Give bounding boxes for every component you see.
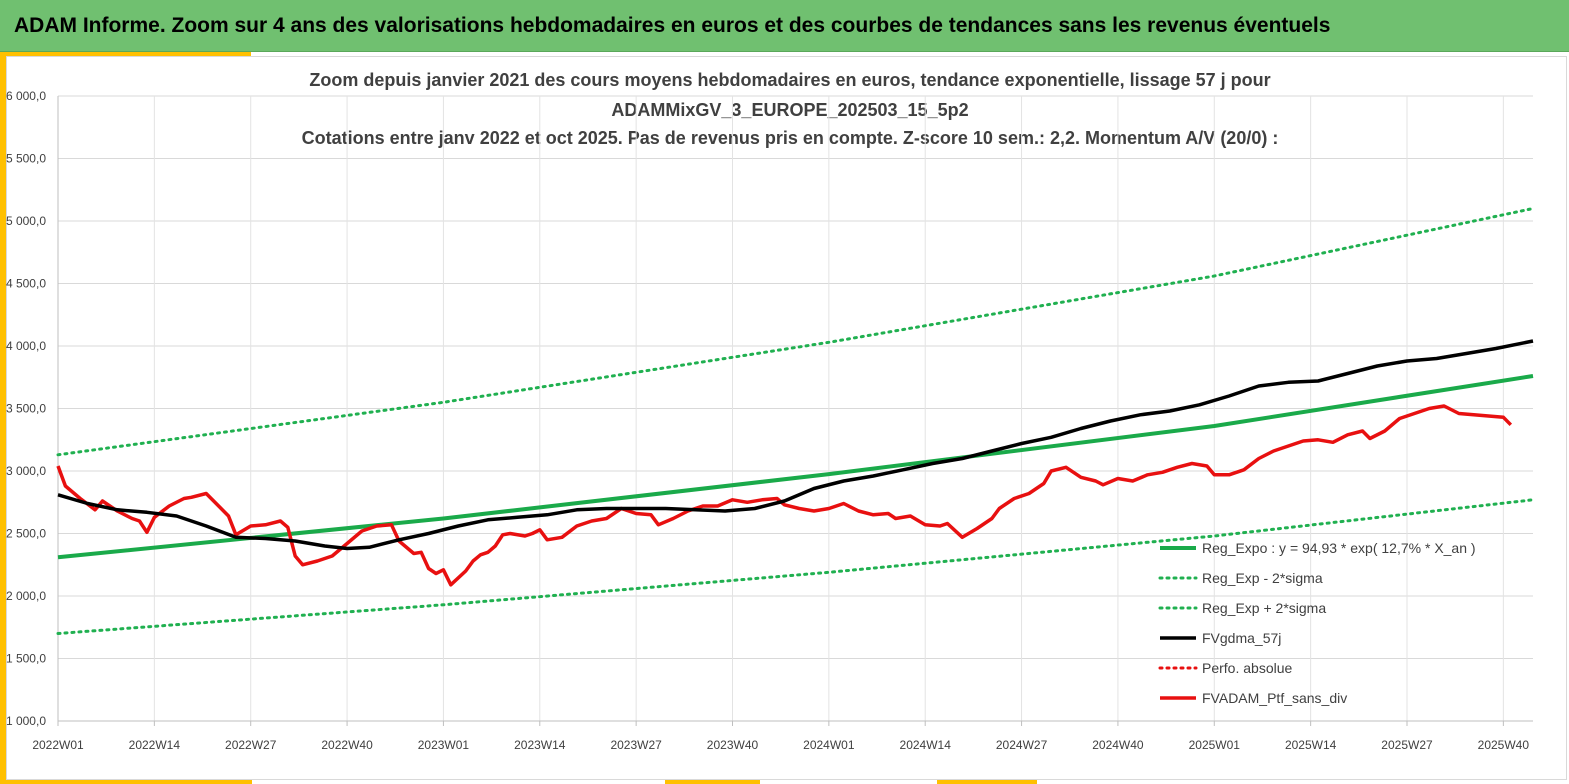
y-tick-label: 6 000,0 — [6, 89, 46, 103]
x-tick-label: 2023W01 — [418, 738, 470, 752]
series-line-1 — [57, 374, 1534, 560]
series-line-6 — [56, 404, 1513, 587]
x-tick-label: 2022W01 — [32, 738, 84, 752]
series-lines — [56, 207, 1535, 635]
x-tick-label: 2024W01 — [803, 738, 855, 752]
x-tick-label: 2024W14 — [900, 738, 952, 752]
series-line-3 — [56, 207, 1535, 457]
series-line-4 — [57, 339, 1534, 551]
x-tick-label: 2023W40 — [707, 738, 759, 752]
y-tick-label: 5 000,0 — [6, 214, 46, 228]
chart-frame — [6, 56, 1567, 780]
legend-label-4: FVgdma_57j — [1202, 630, 1281, 646]
accent-bar-top — [6, 52, 251, 56]
legend-label-1: Reg_Expo : y = 94,93 * exp( 12,7% * X_an… — [1202, 540, 1476, 556]
x-tick-label: 2025W27 — [1381, 738, 1433, 752]
grid-lines — [57, 95, 1533, 722]
legend-label-2: Reg_Exp - 2*sigma — [1202, 570, 1323, 586]
x-tick-label: 2022W14 — [129, 738, 181, 752]
x-tick-label: 2024W27 — [996, 738, 1048, 752]
y-tick-label: 4 500,0 — [6, 277, 46, 291]
series-line-2 — [56, 498, 1535, 635]
y-tick-label: 3 500,0 — [6, 402, 46, 416]
accent-bar-bottom — [0, 780, 252, 784]
accent-bar-left — [0, 52, 6, 784]
chart-title-line-1: Zoom depuis janvier 2021 des cours moyen… — [309, 70, 1271, 90]
legend-label-5: Perfo. absolue — [1202, 660, 1292, 676]
legend: Reg_Expo : y = 94,93 * exp( 12,7% * X_an… — [1158, 540, 1476, 706]
y-tick-label: 2 000,0 — [6, 589, 46, 603]
accent-bar-bottom-3 — [937, 780, 1037, 784]
x-tick-label: 2025W40 — [1478, 738, 1530, 752]
y-tick-label: 5 500,0 — [6, 152, 46, 166]
legend-label-3: Reg_Exp + 2*sigma — [1202, 600, 1326, 616]
y-tick-label: 1 000,0 — [6, 714, 46, 728]
x-tick-label: 2025W14 — [1285, 738, 1337, 752]
x-tick-label: 2023W14 — [514, 738, 566, 752]
header-banner: ADAM Informe. Zoom sur 4 ans des valoris… — [0, 0, 1569, 52]
x-tick-label: 2022W40 — [321, 738, 373, 752]
x-tick-label: 2025W01 — [1189, 738, 1241, 752]
y-tick-label: 1 500,0 — [6, 652, 46, 666]
axes: 1 000,0 1 500,0 2 000,0 2 500,0 3 000,0 3 500… — [6, 89, 1533, 752]
x-tick-label: 2023W27 — [610, 738, 662, 752]
legend-label-6: FVADAM_Ptf_sans_div — [1202, 690, 1347, 706]
page-title: ADAM Informe. Zoom sur 4 ans des valoris… — [14, 14, 1331, 37]
y-tick-label: 2 500,0 — [6, 527, 46, 541]
accent-bar-bottom-2 — [665, 780, 760, 784]
x-tick-label: 2022W27 — [225, 738, 277, 752]
y-tick-label: 4 000,0 — [6, 339, 46, 353]
y-tick-label: 3 000,0 — [6, 464, 46, 478]
chart-title-line-3: Cotations entre janv 2022 et oct 2025. P… — [301, 128, 1279, 148]
chart-title-line-2: ADAMMixGV_3_EUROPE_202503_15_5p2 — [611, 100, 969, 120]
x-tick-label: 2024W40 — [1092, 738, 1144, 752]
